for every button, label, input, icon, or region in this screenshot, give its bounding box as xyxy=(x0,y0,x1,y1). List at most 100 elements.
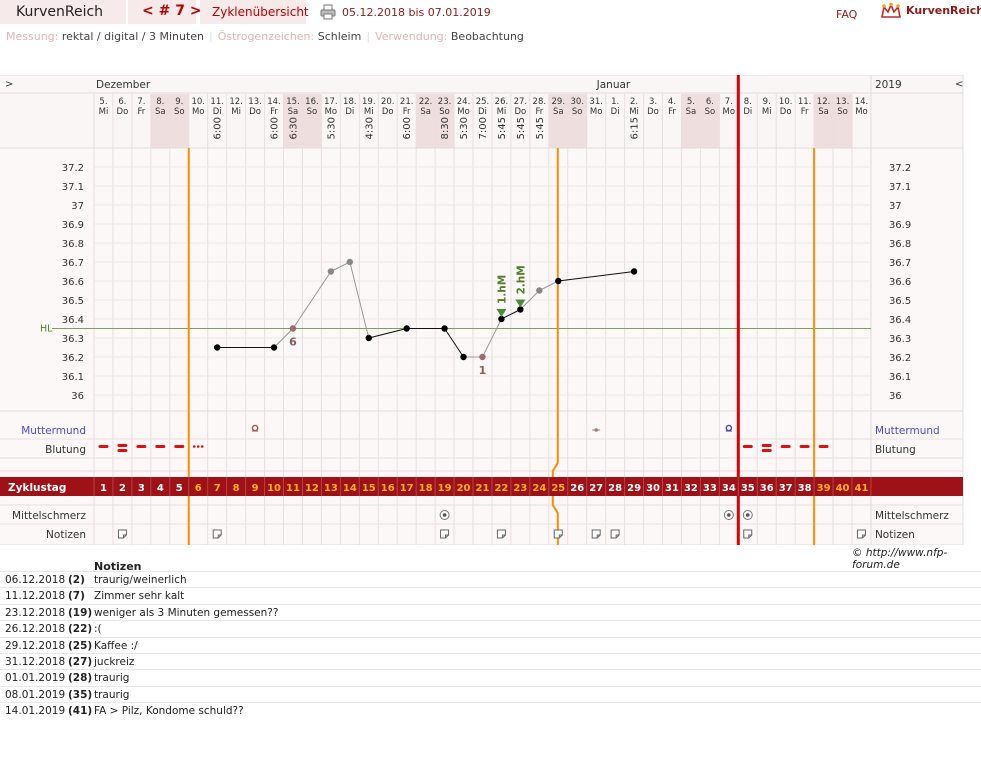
note-icon-fold xyxy=(122,534,127,538)
cycle-day-number: 30 xyxy=(646,483,660,494)
cycle-day-number: 13 xyxy=(324,483,338,494)
y-tick-label-right: 36.7 xyxy=(889,258,911,269)
y-tick-label-right: 36.8 xyxy=(889,239,911,250)
note-icon[interactable] xyxy=(856,529,866,539)
day-date-label: 20. xyxy=(381,97,395,107)
temperature-point xyxy=(555,277,562,285)
day-weekday-label: So xyxy=(439,107,450,117)
cycle-day-number: 7 xyxy=(214,483,221,494)
temperature-segment xyxy=(273,328,294,348)
measurement-value: rektal / digital / 3 Minuten xyxy=(61,30,205,43)
note-text: Zimmer sehr kalt xyxy=(94,590,185,603)
measurement-time-label: 6:15 xyxy=(630,117,641,139)
day-weekday-label: Di xyxy=(478,107,487,117)
y-tick-label-right: 36.2 xyxy=(889,353,911,364)
day-weekday-label: Mo xyxy=(723,107,736,117)
weekend-header-cell xyxy=(416,94,436,148)
row-label-mittelschmerz: Mittelschmerz xyxy=(12,510,86,522)
top-bar: KurvenReich < # 7 > Zyklenübersicht 05.1… xyxy=(0,0,981,26)
day-date-label: 12. xyxy=(229,97,243,107)
y-tick-label-left: 36.7 xyxy=(62,258,84,269)
y-tick-label-left: 36.4 xyxy=(62,315,84,326)
weekend-header-cell xyxy=(681,94,701,148)
note-day: (7) xyxy=(68,590,85,603)
cycle-day-number: 16 xyxy=(381,483,395,494)
y-tick-label-left: 36 xyxy=(71,391,84,402)
day-weekday-label: Sa xyxy=(288,107,299,117)
note-icon[interactable] xyxy=(591,529,601,539)
cycle-day-number: 31 xyxy=(665,483,679,494)
bleeding-symbol xyxy=(742,445,753,448)
temperature-segment xyxy=(539,280,559,291)
day-date-label: 10. xyxy=(191,97,205,107)
day-date-label: 14. xyxy=(267,97,281,107)
high-measurement-label: 1.hM xyxy=(496,275,508,304)
day-weekday-label: So xyxy=(174,107,185,117)
cycle-chart: > Dezember Januar 2019 <5.Mi6.Do7.Fr8.Sa9.So… xyxy=(0,75,964,545)
note-icon[interactable] xyxy=(553,529,563,539)
day-date-label: 4. xyxy=(668,97,676,107)
brand-tab[interactable]: KurvenReich xyxy=(0,0,128,24)
note-day: (27) xyxy=(68,656,93,668)
note-text: FA > Pilz, Kondome schuld?? xyxy=(94,705,244,718)
note-icon[interactable] xyxy=(440,529,450,539)
note-icon[interactable] xyxy=(743,529,753,539)
note-icon-fold xyxy=(861,534,866,538)
measurement-time-label: 6:00 xyxy=(402,117,413,139)
temperature-segment xyxy=(330,261,351,272)
mittelschmerz-icon xyxy=(745,513,750,517)
temperature-segment xyxy=(501,309,521,320)
y-tick-label-left: 36.3 xyxy=(62,334,84,345)
bleeding-symbol xyxy=(98,445,109,448)
temperature-segment xyxy=(368,328,407,339)
note-icon[interactable] xyxy=(117,529,127,539)
day-weekday-label: Do xyxy=(382,107,394,117)
measurement-info: Messung: rektal / digital / 3 Minuten | Ös… xyxy=(6,30,524,43)
temperature-point xyxy=(403,325,410,332)
row-label-zyklustag: Zyklustag xyxy=(8,482,66,494)
day-weekday-label: Fr xyxy=(535,107,543,117)
day-weekday-label: Do xyxy=(780,107,792,117)
temperature-point xyxy=(327,268,335,275)
day-date-label: 6. xyxy=(706,97,714,107)
note-date: 29.12.2018 xyxy=(5,639,66,652)
cycle-navigation[interactable]: < # 7 > xyxy=(128,0,202,24)
day-date-label: 7. xyxy=(137,97,145,107)
day-date-label: 11. xyxy=(798,97,812,107)
day-weekday-label: Di xyxy=(611,107,620,117)
faq-link[interactable]: FAQ xyxy=(836,8,858,21)
high-measurement-marker xyxy=(496,309,507,317)
nav-prev-button[interactable]: > xyxy=(5,79,13,90)
temperature-point xyxy=(630,268,638,275)
measurement-time-label: 5:45 xyxy=(497,117,508,139)
note-date: 08.01.2019 xyxy=(5,688,66,701)
y-tick-label-left: 37.2 xyxy=(62,163,84,174)
note-icon[interactable] xyxy=(496,529,506,539)
measurement-time-label: 6:30 xyxy=(288,117,299,139)
note-day: (19) xyxy=(68,606,93,619)
day-date-label: 19. xyxy=(362,97,376,107)
cycle-nav-label[interactable]: < # 7 > xyxy=(142,3,202,19)
bleeding-symbol xyxy=(174,445,185,448)
cycle-day-number: 11 xyxy=(286,483,300,494)
cycle-day-number: 20 xyxy=(457,483,471,494)
cycle-day-number: 34 xyxy=(722,483,736,494)
tab-cycle-overview[interactable]: Zyklenübersicht xyxy=(200,0,309,24)
note-icon[interactable] xyxy=(610,529,620,539)
bleeding-symbol xyxy=(117,449,128,452)
note-icon[interactable] xyxy=(212,529,222,539)
y-tick-label-right: 36.5 xyxy=(889,296,911,307)
cycle-day-number: 2 xyxy=(119,483,126,494)
printer-icon[interactable] xyxy=(320,4,336,20)
cycle-day-number: 35 xyxy=(741,483,755,494)
mittelschmerz-icon xyxy=(442,513,447,517)
note-icon-fold xyxy=(445,534,449,538)
day-weekday-label: Sa xyxy=(818,107,829,117)
y-tick-label-right: 37.1 xyxy=(889,182,911,193)
day-date-label: 31. xyxy=(589,97,603,107)
y-tick-label-left: 37 xyxy=(71,201,84,212)
note-text: Kaffee :/ xyxy=(94,639,138,652)
nav-next-button[interactable]: < xyxy=(955,79,963,90)
day-weekday-label: Fr xyxy=(137,107,145,117)
day-date-label: 13. xyxy=(836,97,850,107)
